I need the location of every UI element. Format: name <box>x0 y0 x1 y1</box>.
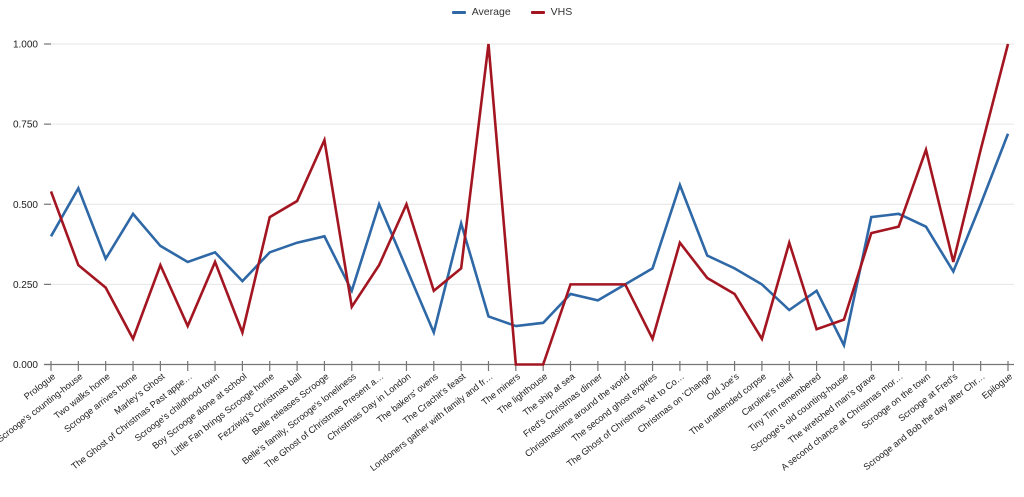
y-axis-label: 0.750 <box>13 120 38 131</box>
legend-swatch-vhs <box>530 10 545 14</box>
legend-label: VHS <box>550 6 573 18</box>
y-axis-label: 0.500 <box>13 200 38 211</box>
y-axis-label: 0.000 <box>13 360 38 371</box>
legend-swatch-average <box>451 10 466 14</box>
legend-label: Average <box>471 6 511 18</box>
legend-item-vhs: VHS <box>530 6 573 18</box>
legend: Average VHS <box>0 6 1024 18</box>
series-line-vhs <box>49 43 1010 366</box>
legend-item-average: Average <box>451 6 511 18</box>
y-axis-label: 0.250 <box>13 280 38 291</box>
y-axis-label: 1.000 <box>13 40 38 51</box>
series-line-average <box>49 133 1010 350</box>
x-axis-label: Epilogue <box>980 371 1014 401</box>
